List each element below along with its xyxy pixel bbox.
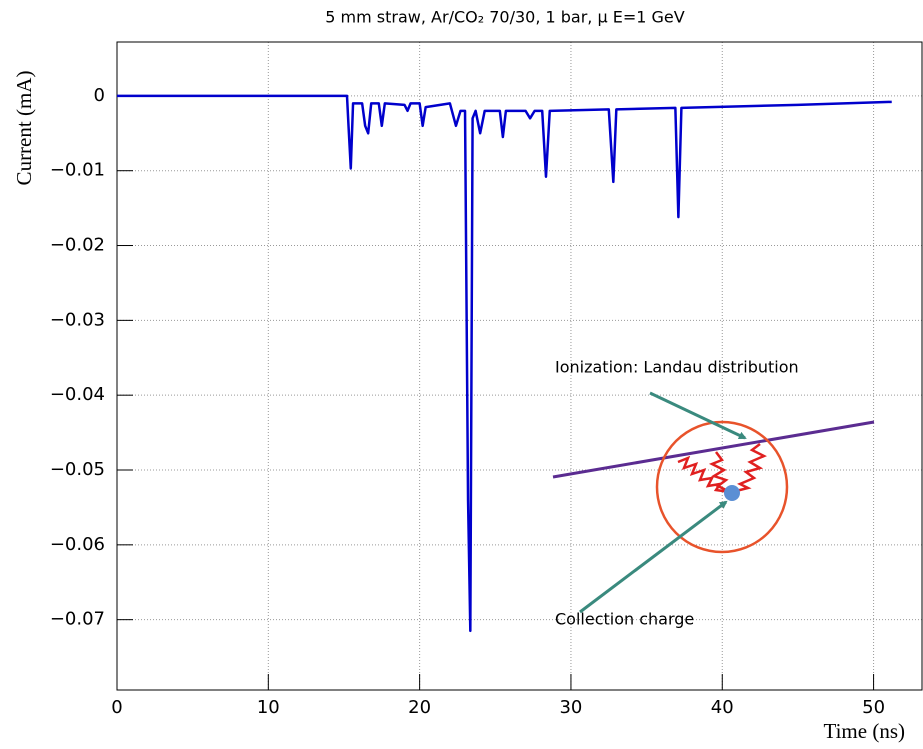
x-tick-label: 30 xyxy=(559,697,582,718)
signal-line xyxy=(117,94,892,633)
y-tick-label: −0.04 xyxy=(50,384,105,405)
y-tick-label: −0.03 xyxy=(50,309,105,330)
grid xyxy=(116,42,922,690)
drift-path xyxy=(708,451,731,494)
track-line xyxy=(552,420,875,479)
annotation: Ionization: Landau distribution xyxy=(555,358,799,377)
marks xyxy=(117,94,892,633)
y-tick-label: −0.01 xyxy=(50,160,105,181)
arrow xyxy=(649,391,747,440)
y-tick-label: 0 xyxy=(94,85,105,106)
chart-title: 5 mm straw, Ar/CO₂ 70/30, 1 bar, μ E=1 G… xyxy=(325,8,685,27)
x-tick-label: 0 xyxy=(111,697,122,718)
x-tick-label: 40 xyxy=(711,697,734,718)
x-axis-label: Time (ns) xyxy=(824,719,906,743)
x-tick-label: 50 xyxy=(862,697,885,718)
y-tick-label: −0.07 xyxy=(50,609,105,630)
plot-frame xyxy=(116,41,923,691)
x-tick-label: 20 xyxy=(408,697,431,718)
y-tick-label: −0.06 xyxy=(50,534,105,555)
y-tick-label: −0.05 xyxy=(50,459,105,480)
arrow xyxy=(579,500,728,614)
annotation: Collection charge xyxy=(555,610,694,629)
collection-point xyxy=(724,485,740,501)
drift-path xyxy=(731,443,767,494)
y-tick-label: −0.02 xyxy=(50,235,105,256)
x-tick-label: 10 xyxy=(257,697,280,718)
y-axis-label: Current (mA) xyxy=(12,71,36,186)
ticks: 0 10 20 30 40 50 0 −0.01 −0.02 −0.03 −0.04 −0.05 −0.… xyxy=(50,85,885,718)
diagram: Ionization: Landau distribution Collecti… xyxy=(552,358,875,629)
straw-circle xyxy=(655,420,789,554)
